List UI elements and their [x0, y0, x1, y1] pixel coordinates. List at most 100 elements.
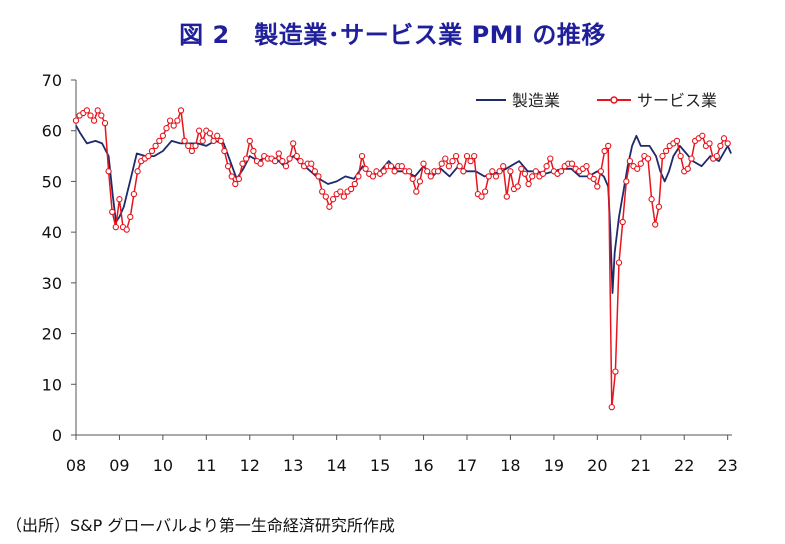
series-point-services	[152, 142, 159, 150]
series-point-services	[116, 196, 123, 203]
y-axis-ticks: 0 10 20 30 40 50 60 70	[42, 71, 76, 445]
series-point-services	[539, 170, 547, 177]
series-point-services	[445, 163, 453, 170]
series-point-services	[228, 173, 235, 180]
chart-title: 図 2 製造業･サービス業 PMI の推移	[179, 21, 606, 49]
series-point-services	[297, 157, 304, 165]
series-point-services	[188, 147, 196, 155]
series-point-services	[637, 160, 644, 167]
series-point-services	[181, 137, 188, 145]
legend-services-label: サービス業	[637, 91, 717, 110]
series-point-services	[217, 137, 224, 145]
series-point-services	[644, 155, 652, 162]
series-point-services	[362, 165, 369, 172]
series-point-services	[717, 142, 724, 150]
series-point-services	[340, 193, 348, 200]
series-point-services	[83, 107, 91, 114]
series-point-services	[405, 168, 413, 175]
series-point-services	[322, 193, 329, 200]
series-point-services	[224, 163, 232, 170]
series-point-services	[282, 163, 290, 170]
series-point-services	[170, 122, 177, 129]
series-point-services	[337, 188, 344, 195]
series-point-services	[514, 183, 521, 190]
series-point-services	[648, 196, 655, 203]
chart-plot-area: 0 10 20 30 40 50 60 70 08 09 10 11 12 13 14 15 16 17 18 19…	[42, 71, 738, 475]
series-point-services	[713, 152, 720, 160]
series-layer	[72, 107, 732, 411]
series-point-services	[521, 170, 529, 177]
series-point-services	[724, 140, 731, 147]
series-point-services	[427, 173, 434, 180]
y-tick-label: 50	[42, 172, 62, 191]
x-tick-label: 18	[500, 456, 520, 475]
series-point-services	[409, 175, 416, 183]
series-point-services	[290, 140, 297, 147]
series-point-services	[101, 119, 109, 127]
series-point-services	[315, 173, 322, 180]
series-point-services	[130, 190, 138, 198]
series-point-services	[232, 180, 239, 188]
series-point-services	[601, 147, 608, 155]
x-tick-label: 14	[326, 456, 346, 475]
x-tick-label: 13	[283, 456, 303, 475]
series-point-services	[391, 168, 398, 175]
series-point-services	[659, 152, 666, 160]
series-point-services	[239, 160, 246, 167]
series-point-services	[210, 137, 217, 145]
y-tick-label: 0	[52, 426, 62, 445]
series-point-services	[662, 147, 670, 155]
series-point-services	[652, 221, 659, 228]
x-tick-label: 20	[587, 456, 607, 475]
series-point-services	[355, 173, 362, 180]
series-point-services	[688, 155, 695, 162]
x-tick-label: 10	[153, 456, 173, 475]
series-point-services	[623, 178, 630, 185]
series-point-services	[72, 117, 80, 124]
series-point-services	[608, 403, 615, 411]
series-point-services	[706, 140, 713, 147]
series-point-services	[159, 132, 167, 139]
series-point-services	[507, 168, 514, 175]
series-point-services	[677, 152, 684, 160]
series-point-services	[481, 188, 489, 195]
series-point-services	[655, 203, 663, 210]
series-point-services	[594, 183, 601, 190]
series-point-services	[369, 173, 377, 180]
series-point-services	[583, 163, 590, 170]
x-tick-label: 17	[457, 456, 477, 475]
series-point-services	[471, 152, 478, 160]
series-point-services	[568, 160, 576, 167]
series-point-services	[619, 218, 626, 226]
series-point-services	[543, 163, 550, 170]
series-point-services	[467, 157, 474, 165]
series-point-services	[529, 173, 536, 180]
series-point-services	[206, 130, 214, 137]
legend-services-marker	[610, 96, 618, 104]
series-point-services	[532, 168, 539, 175]
series-point-services	[380, 168, 387, 175]
x-axis-ticks: 08 09 10 11 12 13 14 15 16 17 18 19 20 21 22 23	[66, 435, 738, 475]
legend-manufacturing-label: 製造業	[512, 91, 560, 110]
series-point-services	[489, 168, 496, 175]
series-point-services	[413, 188, 420, 195]
series-point-services	[438, 160, 445, 167]
series-point-services	[699, 132, 706, 139]
series-point-services	[424, 168, 431, 175]
series-point-services	[94, 107, 101, 114]
x-tick-label: 15	[370, 456, 390, 475]
x-tick-label: 22	[674, 456, 694, 475]
series-point-services	[98, 112, 105, 119]
y-tick-label: 70	[42, 71, 62, 90]
series-point-services	[134, 168, 141, 175]
x-tick-label: 11	[196, 456, 216, 475]
series-point-services	[127, 213, 134, 221]
series-point-services	[398, 163, 405, 170]
series-point-services	[518, 165, 525, 172]
series-point-services	[87, 112, 94, 119]
series-point-services	[192, 142, 199, 150]
x-tick-label: 08	[66, 456, 86, 475]
series-point-services	[257, 160, 264, 167]
series-point-services	[329, 196, 337, 203]
